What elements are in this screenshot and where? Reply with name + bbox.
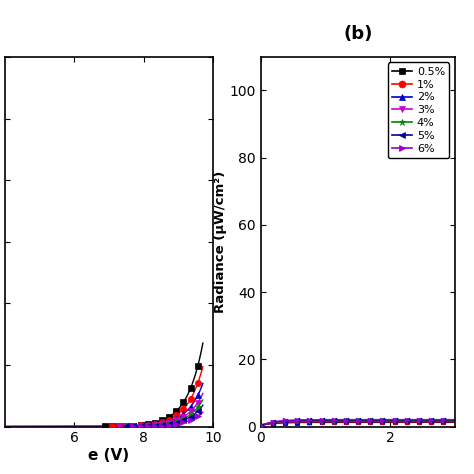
Y-axis label: Radiance (μW/cm²): Radiance (μW/cm²) — [214, 171, 227, 313]
Text: (b): (b) — [343, 25, 373, 43]
Legend: 0.5%, 1%, 2%, 3%, 4%, 5%, 6%: 0.5%, 1%, 2%, 3%, 4%, 5%, 6% — [388, 63, 449, 158]
X-axis label: e (V): e (V) — [89, 448, 129, 463]
